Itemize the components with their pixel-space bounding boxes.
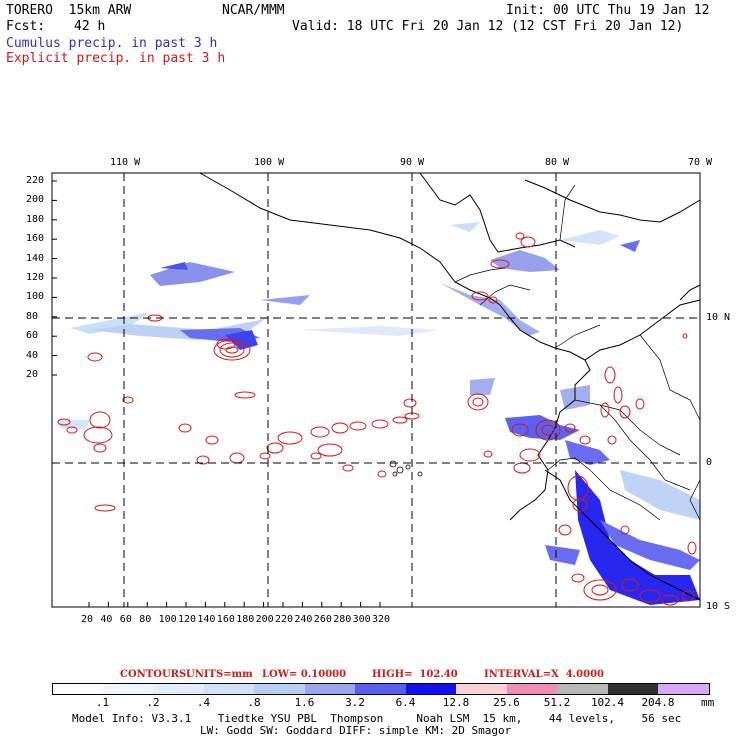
y-tick-label: 200 [26,194,45,206]
latlon-grid [52,173,700,607]
valid-time: Valid: 18 UTC Fri 20 Jan 12 (12 CST Fri … [292,19,684,34]
colorbar-swatch [52,683,104,695]
x-tick-label: 320 [372,614,391,625]
lon-label-100w: 100 W [254,157,285,168]
x-tick-label: 40 [100,614,113,625]
lon-label-90w: 90 W [400,157,425,168]
x-tick-label: 220 [275,614,294,625]
colorbar-swatch [203,683,255,695]
center-name: NCAR/MMM [222,3,285,18]
y-tick-label: 20 [26,369,39,380]
colorbar-swatch [658,683,710,695]
y-tick-label: 80 [26,310,39,322]
colorbar-label: 3.2 [345,696,365,709]
model-title: TORERO 15km ARW [6,3,132,18]
x-tick-label: 300 [352,614,371,625]
contours-label: CONTOURS: [120,669,190,680]
y-tick-label: 180 [26,213,45,225]
y-tick-label: 40 [26,349,39,361]
axis-ticks [52,180,381,607]
map-frame [51,172,701,608]
galapagos-islands [389,460,423,477]
colorbar-label: 51.2 [543,696,571,709]
colorbar-swatch [607,683,659,695]
contours-high: HIGH= 102.40 [372,669,458,680]
colorbar-label: 204.8 [641,696,675,709]
lat-label-0: 0 [706,457,713,468]
colorbar-label: .8 [247,696,261,709]
y-tick-label: 160 [26,233,45,245]
y-tick-label: 140 [26,252,45,264]
contours-interval: INTERVAL=X 4.0000 [484,669,604,680]
x-tick-label: 180 [236,614,255,625]
model-info-line1: Model Info: V3.3.1 Tiedtke YSU PBL Thomp… [72,712,682,725]
colorbar-swatch [506,683,558,695]
y-tick-label: 120 [26,272,45,283]
explicit-precip-contours [57,232,697,606]
explicit-legend: Explicit precip. in past 3 h [6,51,226,66]
model-info-line2: LW: Godd SW: Goddard DIFF: simple KM: 2D… [200,724,512,737]
x-tick-label: 100 [158,614,177,625]
x-tick-label: 260 [313,614,332,625]
x-tick-label: 280 [333,614,352,625]
colorbar-swatch [405,683,457,695]
colorbar-swatch [304,683,356,695]
y-tick-label: 100 [26,291,45,303]
lon-label-70w: 70 W [688,157,713,168]
colorbar-label: 25.6 [493,696,520,709]
colorbar-label: 102.4 [590,696,625,709]
x-tick-label: 200 [255,614,274,625]
contours-units: UNITS=mm [186,669,253,680]
colorbar-label: 6.4 [395,696,416,709]
country-borders [454,184,701,521]
colorbar-swatch [254,683,306,695]
colorbar-label: 1.6 [294,696,315,709]
init-time: Init: 00 UTC Thu 19 Jan 12 [506,3,710,18]
colorbar-unit: mm [701,696,715,709]
contours-low: LOW= 0.10000 [262,669,347,680]
x-tick-label: 80 [139,614,152,625]
colorbar-label: .4 [196,696,211,709]
fcst-label: Fcst: [6,19,46,34]
colorbar-label: 12.8 [442,696,470,709]
lat-label-10s: 10 S [706,601,731,612]
colorbar-swatch [456,683,508,695]
x-tick-label: 120 [178,614,197,625]
colorbar-label: .2 [146,696,160,709]
x-tick-label: 60 [119,614,132,625]
x-tick-label: 140 [197,614,216,625]
cumulus-legend: Cumulus precip. in past 3 h [6,36,218,51]
lat-label-10n: 10 N [706,312,731,323]
colorbar-swatch [153,683,205,695]
x-tick-label: 240 [294,614,313,625]
colorbar-swatch [355,683,407,695]
lon-label-110w: 110 W [110,157,141,168]
lon-label-80w: 80 W [545,157,570,168]
y-tick-label: 60 [26,330,39,342]
colorbar-swatch [102,683,154,695]
x-tick-label: 20 [81,614,94,625]
fcst-value: 42 h [74,19,106,34]
x-tick-label: 160 [216,614,235,625]
y-tick-label: 220 [26,175,45,186]
colorbar-label: .1 [95,696,110,709]
cumulus-precip-areas [60,222,700,605]
colorbar-swatch [557,683,609,695]
